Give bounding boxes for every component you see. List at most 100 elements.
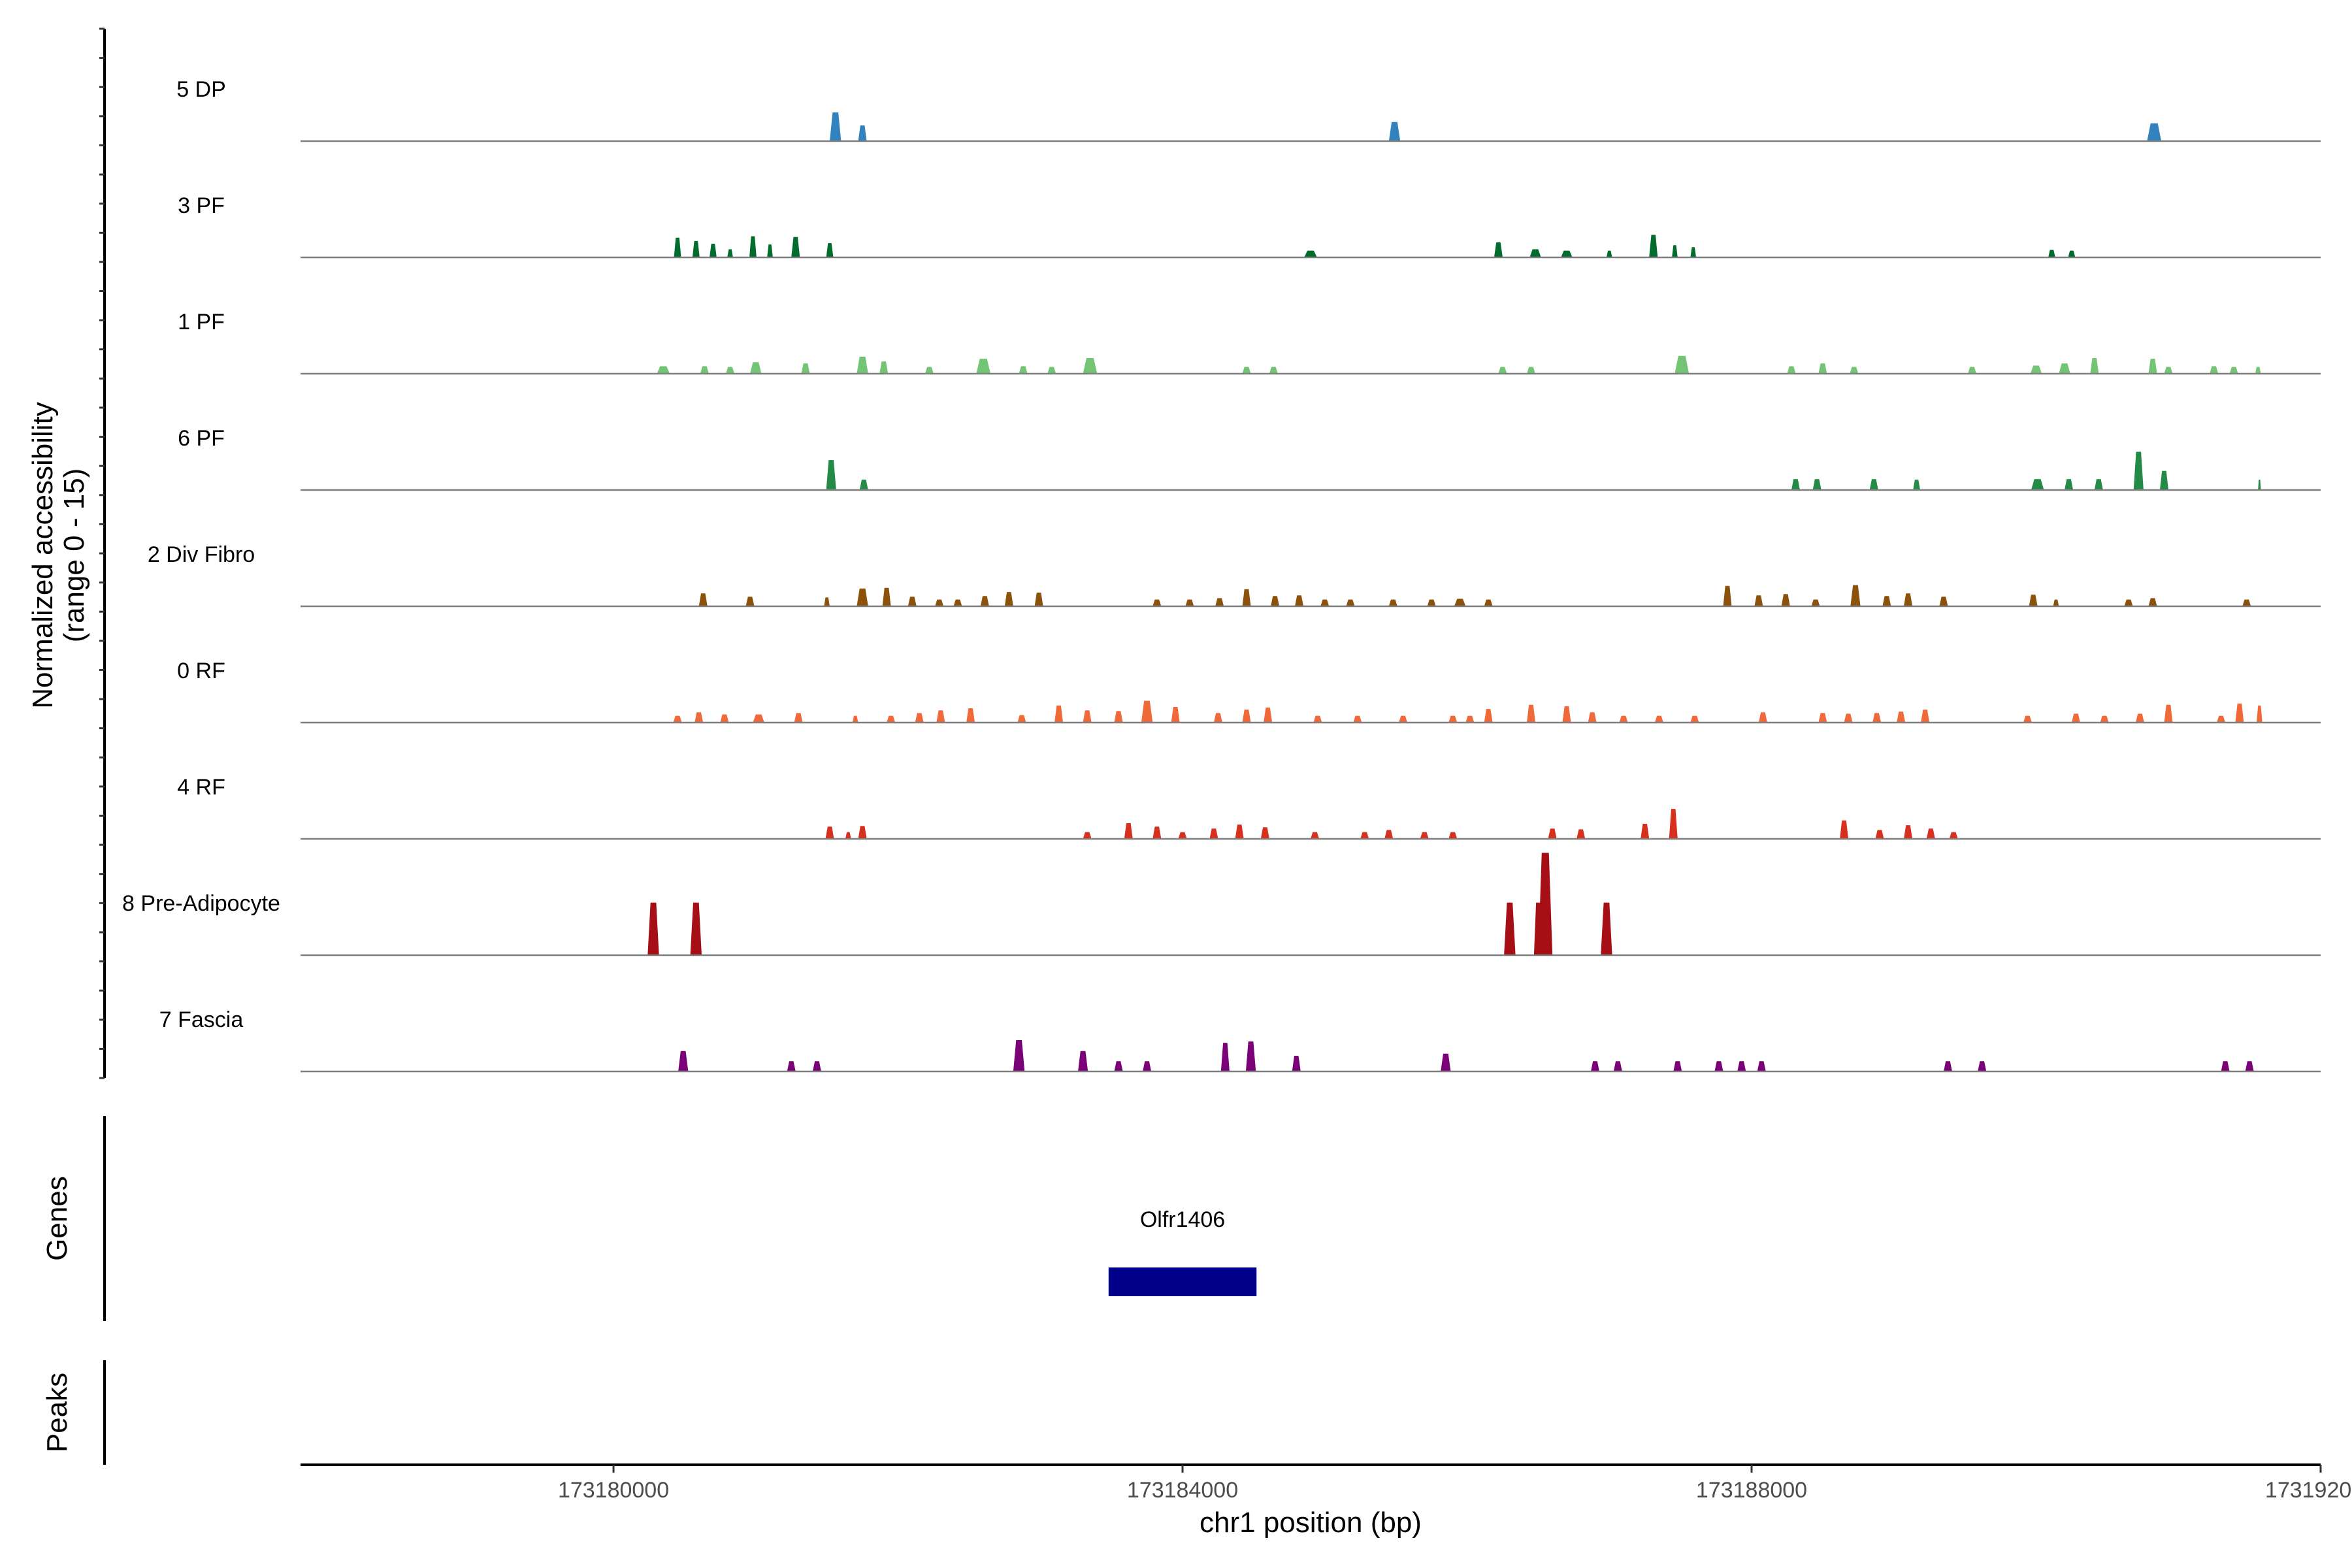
coverage-peak [700, 366, 709, 374]
coverage-peak [1013, 1040, 1025, 1071]
coverage-peak [1529, 249, 1541, 257]
coverage-peak [2068, 250, 2076, 257]
coverage-peak [1791, 479, 1800, 490]
coverage-peak [1143, 1061, 1152, 1071]
track-label: 1 PF [178, 310, 225, 335]
coverage-peak [1654, 715, 1663, 723]
coverage-peak [1427, 599, 1436, 606]
coverage-peak [976, 359, 991, 374]
coverage-peak [1141, 700, 1153, 723]
coverage-peak [812, 1061, 821, 1071]
coverage-peak [2210, 366, 2219, 374]
coverage-peak [1448, 715, 1458, 723]
coverage-peak [1242, 367, 1251, 374]
coverage-peak [1904, 593, 1913, 606]
coverage-peak [1360, 832, 1369, 839]
y-axis-subtitle: (range 0 - 15) [58, 468, 90, 643]
coverage-peak [1588, 712, 1597, 723]
coverage-peak [1737, 1061, 1746, 1071]
coverage-peak [1242, 710, 1251, 723]
track-label: 0 RF [177, 659, 225, 683]
coverage-peak [2229, 367, 2238, 374]
coverage-peak [1019, 366, 1028, 374]
coverage-peak [2124, 599, 2133, 606]
coverage-peak [2135, 713, 2144, 723]
coverage-peak [1271, 596, 1280, 606]
coverage-peak [953, 599, 962, 606]
coverage-peak [1292, 1056, 1301, 1071]
coverage-peak [753, 714, 764, 723]
coverage-peak [826, 243, 834, 257]
coverage-peak [1897, 711, 1906, 723]
coverage-peak [936, 710, 945, 723]
coverage-peak [1083, 358, 1098, 374]
coverage-peak [1926, 828, 1935, 839]
coverage-peak [1034, 593, 1043, 606]
coverage-peak [1399, 715, 1408, 723]
coverage-peak [1245, 1041, 1256, 1071]
track-label: 6 PF [178, 426, 225, 451]
coverage-peak [2148, 598, 2157, 606]
coverage-peak [907, 596, 917, 606]
coverage-peak [1304, 250, 1317, 257]
coverage-peak [1420, 832, 1429, 839]
coverage-peak [2071, 713, 2080, 723]
coverage-peak [887, 715, 896, 723]
coverage-peak [1213, 713, 1222, 723]
coverage-peak [1260, 827, 1269, 839]
coverage-peak [845, 832, 851, 839]
coverage-peak [1311, 832, 1320, 839]
coverage-peak [1313, 715, 1322, 723]
coverage-peak [2100, 715, 2109, 723]
coverage-peak [2053, 599, 2059, 606]
coverage-peak [1818, 363, 1827, 374]
coverage-peak [1220, 1043, 1230, 1071]
coverage-peak [1465, 715, 1475, 723]
coverage-peak [1844, 713, 1853, 723]
gene-label: Olfr1406 [1140, 1207, 1225, 1232]
coverage-peak [879, 361, 889, 374]
coverage-peak [1840, 820, 1849, 839]
coverage-peak [2221, 1061, 2230, 1071]
coverage-peak [692, 240, 700, 257]
x-tick-label: 173188000 [1696, 1478, 1807, 1503]
gene-track: Olfr1406 [1108, 1207, 1257, 1296]
coverage-peak [1114, 1061, 1123, 1071]
coverage-peak [1674, 355, 1690, 374]
coverage-peak [1869, 479, 1878, 490]
coverage-peak [1235, 825, 1244, 839]
coverage-peak [924, 367, 934, 374]
coverage-peak [1811, 599, 1820, 606]
x-tick-label: 173184000 [1127, 1478, 1238, 1503]
coverage-peak [1672, 245, 1678, 257]
coverage-peak [750, 362, 762, 374]
coverage-peak [1944, 1061, 1952, 1071]
coverage-peak [882, 587, 891, 606]
track-3-pf: 3 PF [178, 193, 2321, 259]
coverage-peak [1818, 713, 1827, 723]
coverage-peak [1591, 1061, 1599, 1071]
coverage-peak [787, 1061, 796, 1071]
coverage-peak [1690, 247, 1697, 257]
coverage-peak [1562, 706, 1571, 723]
coverage-peak [1152, 599, 1162, 606]
coverage-peak [1904, 825, 1913, 839]
coverage-peak [1209, 828, 1218, 839]
coverage-peak [1714, 1061, 1723, 1071]
coverage-peak [1178, 832, 1187, 839]
coverage-peak [1533, 902, 1543, 955]
coverage-peak [1812, 479, 1821, 490]
coverage-peak [1690, 715, 1699, 723]
track-0-rf: 0 RF [177, 659, 2321, 724]
coverage-peak [1484, 599, 1493, 606]
coverage-peak [2217, 715, 2226, 723]
y-axis-title: Normalized accessibility [27, 402, 59, 708]
coverage-peak [2258, 480, 2261, 490]
coverage-peak [698, 593, 708, 606]
track-label: 7 Fascia [159, 1007, 244, 1032]
coverage-peak [1264, 708, 1273, 723]
peaks-panel-label: Peaks [41, 1373, 73, 1452]
x-axis: 173180000 173184000 173188000 173192000 [301, 1463, 2352, 1503]
coverage-peak [745, 596, 755, 606]
coverage-peak [1295, 595, 1304, 606]
